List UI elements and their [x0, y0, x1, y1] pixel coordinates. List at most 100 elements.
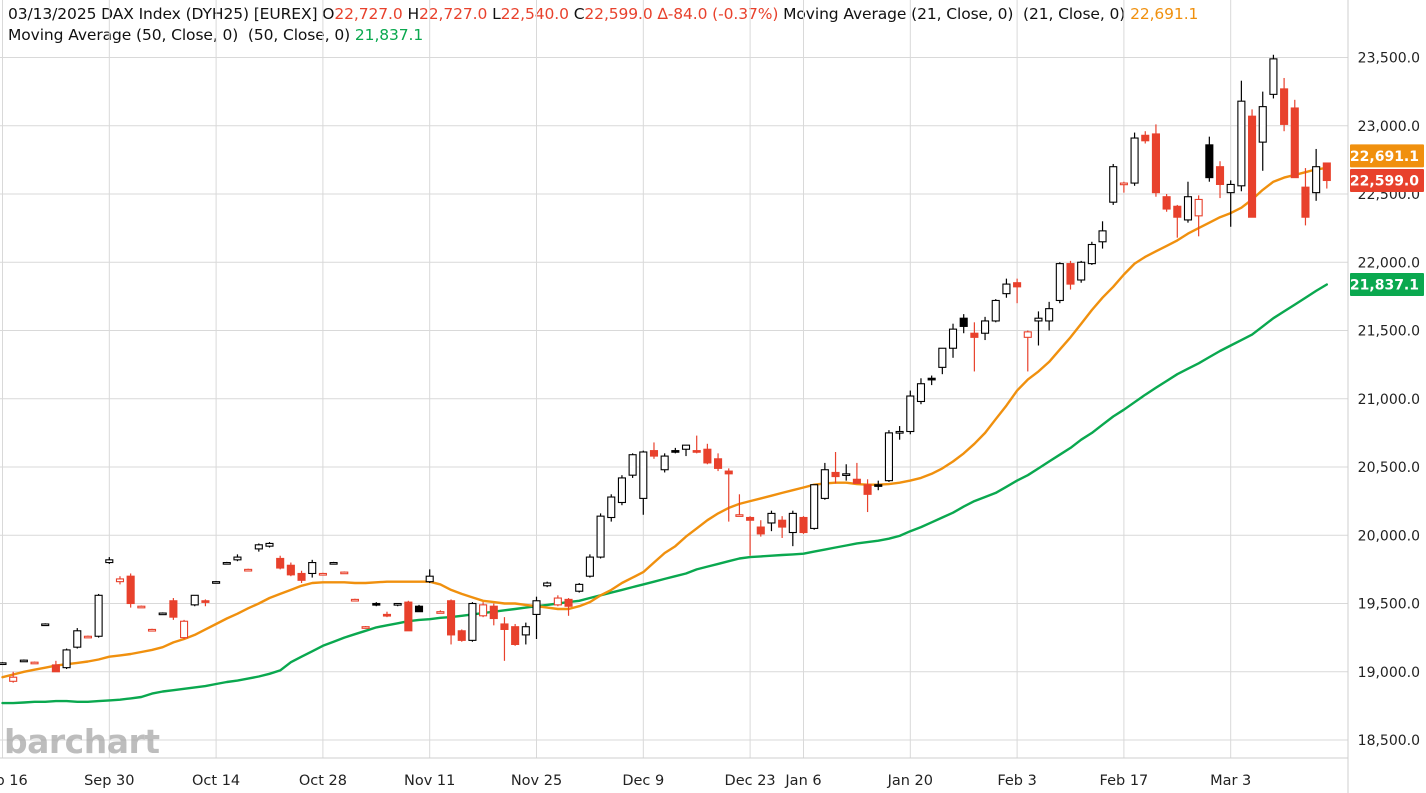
candle	[692, 435, 701, 454]
y-tick-label: 21,000.0	[1358, 392, 1420, 408]
candle-body	[51, 664, 60, 673]
candle	[1141, 131, 1150, 144]
candle	[1312, 148, 1321, 201]
candle-body	[1215, 166, 1225, 185]
candle-body	[1301, 186, 1310, 218]
candle	[1237, 80, 1246, 192]
candle-body	[0, 662, 7, 666]
candle	[1023, 330, 1032, 372]
candle	[414, 604, 424, 613]
candle-body	[190, 594, 199, 606]
candle	[404, 600, 413, 632]
candle	[393, 602, 402, 607]
candle	[201, 599, 210, 607]
candle-body	[927, 377, 936, 381]
candle-body	[617, 477, 626, 504]
candle-body	[73, 630, 82, 648]
close-label: C	[573, 5, 585, 23]
candle	[906, 390, 915, 435]
candle	[19, 659, 28, 663]
candle	[479, 602, 488, 618]
candle	[62, 648, 71, 670]
open-label: O	[322, 5, 335, 23]
y-tick-label: 22,000.0	[1358, 255, 1420, 271]
candle	[436, 610, 445, 614]
candle-body	[265, 542, 274, 547]
candle	[1077, 260, 1086, 283]
candle-body	[628, 454, 637, 476]
price-tag-bg	[1350, 272, 1424, 296]
candle-body	[318, 572, 327, 576]
candle	[382, 611, 392, 618]
candle	[73, 628, 82, 649]
candle	[981, 316, 990, 341]
candle-body	[1205, 144, 1214, 179]
y-tick-label: 21,500.0	[1358, 324, 1420, 340]
candle-body	[1280, 88, 1289, 125]
candle-body	[30, 661, 39, 665]
candle-body	[874, 484, 883, 487]
candle	[425, 569, 434, 584]
price-tag: 22,599.0	[1350, 168, 1424, 192]
candle-body	[1034, 317, 1043, 322]
candle	[297, 570, 306, 584]
candle	[1226, 180, 1235, 227]
x-tick-label: Feb 3	[997, 773, 1037, 789]
price-tag-text: 21,837.1	[1350, 277, 1419, 293]
candle-body	[201, 600, 210, 603]
low-value: 22,540.0	[500, 5, 569, 23]
candle-body	[1013, 282, 1022, 288]
candle	[276, 555, 285, 570]
candle-body	[1023, 331, 1032, 338]
candle-body	[41, 623, 50, 627]
header-date: 03/13/2025	[8, 5, 97, 23]
x-tick-label: Nov 11	[404, 773, 455, 789]
candle-body	[489, 605, 498, 620]
x-tick-label: Mar 3	[1210, 773, 1251, 789]
x-tick-label: Jan 6	[784, 773, 821, 789]
candle-body	[1162, 196, 1171, 210]
candle	[639, 450, 648, 515]
candle	[938, 347, 947, 375]
x-tick-label: Nov 25	[511, 773, 562, 789]
candle-body	[543, 582, 552, 587]
candle	[340, 571, 349, 575]
candle	[308, 559, 317, 578]
candle	[1013, 278, 1022, 304]
candle-body	[1141, 134, 1150, 142]
candle	[1280, 77, 1289, 132]
candle	[83, 635, 92, 639]
candle	[607, 494, 616, 522]
candle	[585, 554, 594, 578]
candle-body	[233, 556, 242, 561]
candle-body	[842, 473, 851, 476]
candle-body	[308, 561, 317, 575]
candle	[1119, 181, 1128, 193]
candle	[318, 572, 327, 576]
candle	[0, 662, 7, 666]
y-tick-label: 18,500.0	[1358, 733, 1420, 749]
candle-body	[756, 526, 765, 535]
candle-body	[1258, 106, 1267, 143]
candle	[1130, 132, 1139, 186]
candle	[991, 299, 1000, 323]
candle	[1173, 204, 1182, 238]
candle-body	[436, 611, 445, 614]
candle-body	[511, 626, 520, 646]
price-tag-text: 22,691.1	[1350, 149, 1419, 165]
candle-body	[916, 383, 926, 403]
candle	[9, 671, 18, 683]
candle-body	[1055, 263, 1064, 302]
x-axis: Sep 16 Sep 30 Oct 14 Oct 28 Nov 11 Nov 25 Dec …	[0, 773, 1251, 789]
candle-body	[714, 458, 723, 469]
candle-body	[948, 328, 958, 349]
candle	[970, 322, 979, 372]
candle-body	[500, 623, 509, 630]
candle-body	[393, 602, 402, 606]
x-tick-label: Oct 28	[299, 773, 347, 789]
candle-body	[1002, 283, 1011, 295]
candle-body	[746, 516, 755, 521]
candle-body	[607, 496, 616, 519]
legend-row-2: Moving Average (50, Close, 0) (50, Close…	[8, 26, 423, 44]
